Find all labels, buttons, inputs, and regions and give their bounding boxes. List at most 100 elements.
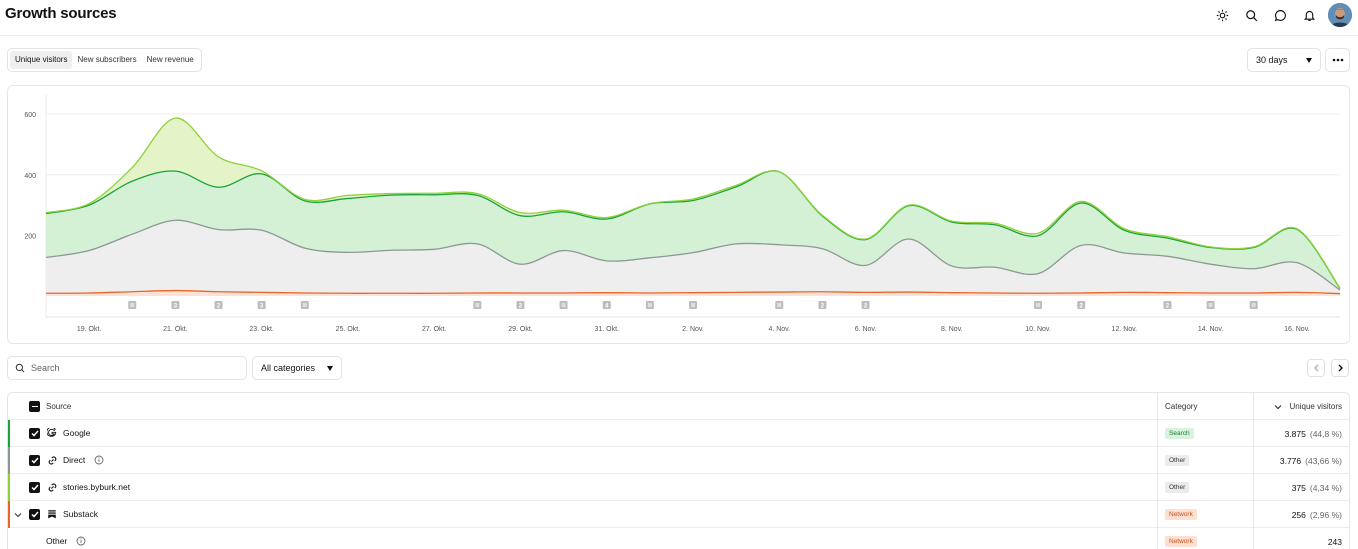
visitor-count: 256 [1291,509,1306,520]
expand-chevron-icon[interactable] [14,512,22,518]
visitor-count: 3.875 [1284,428,1306,439]
x-tick-label: 12. Nov. [1112,326,1138,333]
sources-table: Source Category Unique visitors Google Se… [7,392,1350,549]
search-input[interactable] [31,363,221,373]
annotation-marker [1077,301,1086,309]
google-icon [46,427,58,439]
x-tick-label: 25. Okt. [336,326,361,333]
tab-unique-visitors[interactable]: Unique visitors [10,51,73,69]
annotation-lines [302,303,307,305]
next-page-button[interactable] [1331,359,1349,377]
x-tick-label: 14. Nov. [1198,326,1224,333]
category-select[interactable]: All categories [252,356,342,380]
table-row[interactable]: Other Network 243 [8,528,1349,549]
annotation-lines [647,305,652,307]
annotation-lines [561,305,566,307]
area-google [46,170,1340,290]
row-checkbox[interactable] [29,455,40,466]
visitor-share: (43,66 %) [1305,455,1342,466]
annotation-marker [689,301,697,309]
tab-new-revenue[interactable]: New revenue [146,55,194,64]
annotation-lines [475,303,480,305]
source-name[interactable]: Other [46,536,68,546]
x-tick-label: 23. Okt. [249,326,274,333]
y-tick-label: 200 [24,233,36,240]
annotation-count: 2 [864,304,868,310]
header-source[interactable]: Source [46,402,72,411]
source-name[interactable]: Direct [63,455,86,465]
annotation-lines [647,303,652,305]
table-header: Source Category Unique visitors [8,393,1349,420]
header-category[interactable]: Category [1157,393,1253,420]
series-line-stories-byburk-net [45,117,1341,289]
annotation-lines [1251,305,1256,307]
annotation-count: 4 [605,304,609,310]
substack-icon [46,508,58,520]
visitor-share: (2,96 %) [1309,509,1342,520]
annotation-marker [861,301,870,309]
visitor-count: 3.776 [1279,455,1302,466]
annotation-marker [775,301,784,309]
annotation-count: 3 [174,304,178,310]
x-tick-label: 21. Okt. [163,326,188,333]
series-line-substack [45,289,1341,295]
annotation-lines [1036,305,1041,307]
annotation-lines [302,305,307,307]
sun-icon[interactable] [1208,2,1237,28]
annotation-marker [818,301,827,309]
table-row[interactable]: stories.byburk.net Other 375 (4,34 %) [8,474,1349,501]
annotation-marker [214,301,223,309]
annotation-count: 2 [821,304,825,310]
x-tick-label: 10. Nov. [1025,326,1051,333]
annotation-lines [1251,303,1256,305]
x-tick-label: 8. Nov. [941,326,963,333]
series-line-direct [45,219,1341,291]
header-unique-visitors[interactable]: Unique visitors [1253,393,1349,420]
source-name[interactable]: Google [63,428,91,438]
annotation-lines [561,303,566,305]
tab-new-subscribers[interactable]: New subscribers [77,55,137,64]
message-icon[interactable] [1266,2,1295,28]
growth-chart: 200 400 600 3 2 3 2 4 2 2 2 2 19. Okt. 21. Okt. 23. Ok… [24,94,1341,333]
annotation-count: 2 [519,304,523,310]
annotation-count: 2 [1080,304,1084,310]
table-row[interactable]: Google Search 3.875 (44,8 %) [8,420,1349,447]
annotation-marker [300,301,309,309]
avatar[interactable] [1328,3,1352,27]
annotation-lines [130,305,135,307]
row-checkbox[interactable] [29,428,40,439]
annotation-lines [777,305,782,307]
category-value: All categories [261,363,316,373]
annotation-marker [559,301,568,309]
table-row[interactable]: Direct Other 3.776 (43,66 %) [8,447,1349,474]
more-options-button[interactable] [1325,48,1350,72]
page-title: Growth sources [5,5,117,22]
category-badge: Search [1165,428,1194,439]
bell-icon[interactable] [1295,2,1324,28]
info-icon[interactable] [94,455,104,465]
chevron-down-icon [1306,57,1312,63]
annotation-lines [1208,305,1213,307]
annotation-count: 2 [217,304,221,310]
annotation-marker [1249,301,1258,309]
annotation-marker [473,301,482,309]
x-tick-label: 4. Nov. [768,326,790,333]
annotation-marker [645,301,654,309]
metric-tabs: Unique visitors New subscribers New reve… [7,48,202,72]
source-name[interactable]: Substack [63,509,98,519]
search-icon[interactable] [1237,2,1266,28]
row-checkbox[interactable] [29,482,40,493]
info-icon[interactable] [76,536,86,546]
prev-page-button[interactable] [1307,359,1325,377]
x-tick-label: 2. Nov. [682,326,704,333]
table-row[interactable]: Substack Network 256 (2,96 %) [8,501,1349,528]
row-checkbox[interactable] [29,509,40,520]
annotation-count: 3 [260,304,264,310]
source-name[interactable]: stories.byburk.net [63,482,131,492]
select-all-checkbox[interactable] [29,401,40,412]
top-bar: Growth sources [0,0,1358,36]
chart-card: 200 400 600 3 2 3 2 4 2 2 2 2 19. Okt. 21. Okt. 23. Ok… [7,85,1350,344]
annotation-lines [777,303,782,305]
y-tick-label: 400 [24,173,36,180]
period-select[interactable]: 30 days [1247,48,1321,72]
